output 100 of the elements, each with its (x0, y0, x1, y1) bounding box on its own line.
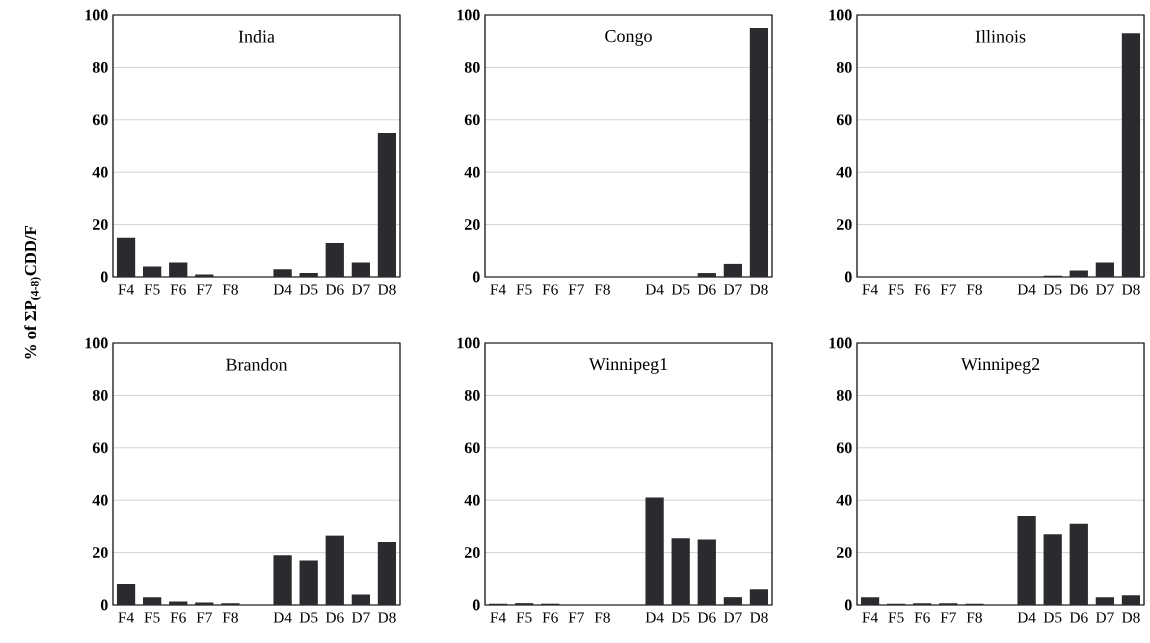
x-tick-label: D4 (273, 612, 292, 623)
x-tick-label: F4 (862, 284, 878, 295)
x-tick-label: D7 (723, 612, 742, 623)
bar (645, 497, 664, 605)
bar (143, 266, 162, 277)
x-tick-label: F7 (940, 284, 956, 295)
bar (723, 263, 742, 277)
x-tick-label: F4 (118, 612, 134, 623)
x-tick-label: D8 (378, 284, 396, 295)
x-tick-label: D7 (1095, 284, 1114, 295)
x-tick-label: F7 (568, 612, 584, 623)
x-tick-label: F4 (490, 612, 506, 623)
x-tick-label: F4 (862, 612, 878, 623)
x-tick-label: D7 (1095, 612, 1114, 623)
bar (143, 597, 162, 605)
x-tick-label: F5 (888, 284, 904, 295)
y-tick-label: 0 (100, 271, 108, 283)
y-tick-label: 80 (836, 390, 852, 401)
x-tick-label: F5 (516, 284, 532, 295)
x-tick-label: D8 (378, 612, 396, 623)
bar (351, 262, 370, 277)
x-tick-label: F7 (196, 612, 212, 623)
bar (273, 269, 292, 277)
bar (351, 594, 370, 605)
y-tick-label: 60 (464, 442, 480, 454)
x-tick-label: D6 (325, 284, 344, 295)
x-tick-label: F7 (196, 284, 212, 295)
bar (860, 597, 880, 605)
bar (749, 28, 769, 277)
bar (1121, 33, 1141, 277)
y-tick-label: 0 (844, 599, 852, 611)
x-tick-label: F5 (888, 612, 904, 623)
y-tick-label: 20 (836, 547, 852, 558)
bar (273, 555, 292, 605)
y-tick-label: 20 (464, 547, 480, 558)
x-tick-label: D4 (273, 284, 292, 295)
x-tick-label: F5 (516, 612, 532, 623)
y-tick-label: 0 (100, 599, 108, 611)
bar (325, 242, 344, 277)
y-tick-label: 100 (829, 9, 852, 21)
y-tick-label: 60 (836, 442, 852, 454)
bar (1095, 262, 1115, 277)
y-tick-label: 20 (464, 219, 480, 230)
y-tick-label: 60 (92, 442, 108, 454)
bar (325, 535, 344, 605)
y-axis-title: % of ΣP$_{(4-8)}$CDD/F (24, 226, 42, 359)
bar (671, 538, 690, 605)
x-tick-label: F6 (542, 284, 558, 295)
y-tick-label: 40 (836, 166, 852, 178)
x-tick-label: D7 (351, 284, 370, 295)
x-tick-label: D6 (697, 284, 716, 295)
x-tick-label: D5 (1043, 612, 1062, 623)
bar (1069, 523, 1088, 605)
x-tick-label: F6 (542, 612, 558, 623)
x-tick-label: F6 (914, 612, 930, 623)
y-tick-label: 100 (85, 9, 108, 21)
x-tick-label: D4 (645, 612, 664, 623)
x-tick-label: F8 (966, 284, 982, 295)
bar (116, 237, 136, 277)
x-tick-label: F8 (222, 284, 238, 295)
x-tick-label: D4 (1017, 284, 1036, 295)
text: Winnipeg2 (960, 358, 1040, 374)
x-tick-label: F5 (144, 284, 160, 295)
y-tick-label: 60 (92, 114, 108, 126)
bar (299, 560, 318, 605)
x-tick-label: F6 (914, 284, 930, 295)
y-tick-label: 80 (464, 61, 480, 73)
y-tick-label: 20 (92, 547, 108, 558)
x-tick-label: D8 (1122, 612, 1140, 623)
x-tick-label: F8 (222, 612, 238, 623)
bar (697, 273, 716, 277)
x-tick-label: F8 (966, 612, 982, 623)
y-tick-label: 80 (464, 390, 480, 401)
x-tick-label: D8 (750, 284, 768, 295)
y-tick-label: 40 (464, 494, 480, 506)
x-tick-label: D7 (723, 284, 742, 295)
x-tick-label: D4 (1017, 612, 1036, 623)
y-tick-label: 40 (92, 166, 108, 178)
y-tick-label: 20 (92, 219, 108, 230)
bar (749, 589, 769, 605)
y-tick-label: 0 (472, 271, 480, 283)
bar (1043, 534, 1062, 605)
x-tick-label: D5 (671, 612, 690, 623)
x-tick-label: D5 (299, 284, 318, 295)
y-tick-label: 40 (836, 494, 852, 506)
y-tick-label: 100 (85, 337, 108, 349)
x-tick-label: D8 (1122, 284, 1140, 295)
y-tick-label: 0 (844, 271, 852, 283)
y-tick-label: 80 (92, 390, 108, 401)
x-tick-label: F7 (940, 612, 956, 623)
y-tick-label: 100 (829, 337, 852, 349)
text: Brandon (226, 358, 288, 371)
text: Congo (605, 30, 652, 46)
y-tick-label: 80 (92, 61, 108, 73)
x-tick-label: D4 (645, 284, 664, 295)
x-tick-label: F8 (594, 612, 610, 623)
bar (195, 602, 214, 605)
bar (1069, 270, 1088, 277)
bar (723, 597, 742, 605)
y-tick-label: 60 (836, 114, 852, 126)
